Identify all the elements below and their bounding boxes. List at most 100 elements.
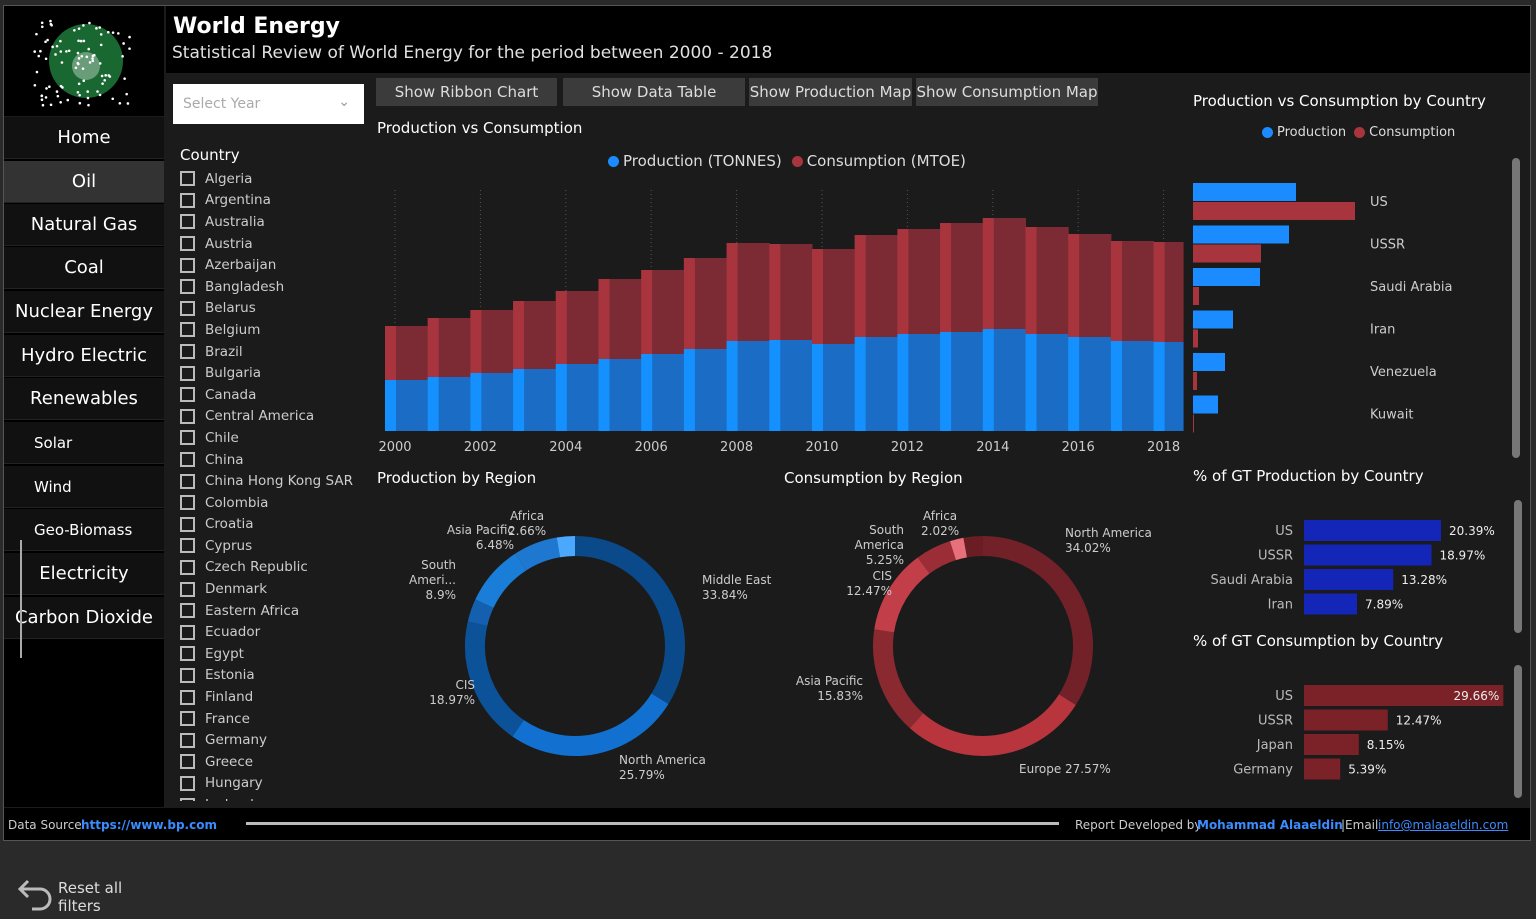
nav-item-carbon-dioxide[interactable]: Carbon Dioxide [4, 597, 164, 639]
consumption-bar-2014[interactable] [982, 218, 994, 329]
production-bar-2001[interactable] [427, 377, 439, 431]
nav-item-solar[interactable]: Solar [4, 422, 164, 464]
consumption-bar-Venezuela[interactable] [1193, 372, 1197, 390]
production-slice-north-america[interactable] [512, 693, 669, 756]
checkbox[interactable] [180, 344, 195, 360]
production-bar-2011[interactable] [854, 337, 866, 431]
consumption-slice-africa[interactable] [949, 537, 968, 561]
production-bar-2009[interactable] [769, 340, 781, 431]
production-bar-2003[interactable] [513, 369, 525, 431]
country-option[interactable]: Croatia [180, 514, 365, 536]
consumption-bar-2002[interactable] [470, 310, 482, 373]
consumption-bar-2001[interactable] [427, 318, 439, 377]
country-option[interactable]: Azerbaijan [180, 254, 365, 276]
checkbox[interactable] [180, 365, 195, 381]
country-option[interactable]: Hungary [180, 773, 365, 795]
bar-USSR[interactable] [1304, 544, 1432, 566]
country-option[interactable]: Chile [180, 427, 365, 449]
email-link[interactable]: info@malaaeldin.com [1378, 818, 1509, 832]
production-bar-2016[interactable] [1068, 337, 1080, 431]
consumption-bar-2012[interactable] [897, 229, 909, 334]
production-bar-2013[interactable] [940, 332, 952, 431]
consumption-bar-2000[interactable] [385, 326, 396, 380]
production-slice-asia-pacific[interactable] [515, 537, 561, 571]
reset-filters-button[interactable]: Reset all filters [14, 875, 164, 919]
country-list[interactable]: Algeria Argentina Australia Austria Azerbaij… [180, 168, 365, 801]
donut-slice[interactable] [963, 536, 984, 558]
consumption-bar-US[interactable] [1193, 202, 1355, 220]
checkbox[interactable] [180, 279, 195, 295]
production-bar-2007[interactable] [683, 349, 695, 431]
country-option[interactable]: China [180, 449, 365, 471]
production-slice-middle-east[interactable] [574, 536, 685, 704]
production-bar-USSR[interactable] [1193, 225, 1289, 244]
production-slice-cis[interactable] [465, 621, 525, 737]
country-option[interactable]: Austria [180, 233, 365, 255]
country-option[interactable]: Algeria [180, 168, 365, 190]
country-option[interactable]: Belgium [180, 319, 365, 341]
country-option[interactable]: Estonia [180, 665, 365, 687]
checkbox[interactable] [180, 754, 195, 770]
nav-item-hydro-electric[interactable]: Hydro Electric [4, 335, 164, 377]
bar-US[interactable] [1304, 685, 1504, 706]
nav-item-coal[interactable]: Coal [4, 247, 164, 289]
country-option[interactable]: Bangladesh [180, 276, 365, 298]
show-consumption-map-button[interactable]: Show Consumption Map [916, 78, 1098, 106]
show-data-table-button[interactable]: Show Data Table [563, 78, 745, 106]
country-option[interactable]: Colombia [180, 492, 365, 514]
bar-Iran[interactable] [1304, 593, 1358, 615]
country-option[interactable]: Germany [180, 729, 365, 751]
country-option[interactable]: China Hong Kong SAR [180, 470, 365, 492]
checkbox[interactable] [180, 516, 195, 532]
consumption-bar-Kuwait[interactable] [1193, 414, 1194, 433]
consumption-bar-USSR[interactable] [1193, 244, 1261, 263]
consumption-bar-2008[interactable] [726, 243, 738, 341]
nav-item-renewables[interactable]: Renewables [4, 378, 164, 420]
checkbox[interactable] [180, 732, 195, 748]
production-slice-africa[interactable] [556, 536, 576, 558]
country-option[interactable]: Central America [180, 406, 365, 428]
checkbox[interactable] [180, 603, 195, 619]
country-option[interactable]: Australia [180, 211, 365, 233]
scrollbar[interactable] [1512, 158, 1520, 458]
consumption-slice-europe[interactable] [909, 694, 1076, 756]
country-option[interactable]: Denmark [180, 578, 365, 600]
checkbox[interactable] [180, 300, 195, 316]
production-bar-2017[interactable] [1110, 341, 1122, 431]
production-bar-Kuwait[interactable] [1193, 395, 1218, 414]
country-option[interactable]: France [180, 708, 365, 730]
nav-item-oil[interactable]: Oil [4, 161, 164, 203]
country-option[interactable]: Cyprus [180, 535, 365, 557]
country-option[interactable]: Ecuador [180, 621, 365, 643]
checkbox[interactable] [180, 667, 195, 683]
checkbox[interactable] [180, 387, 195, 403]
scrollbar[interactable] [1514, 500, 1522, 633]
production-bar-2004[interactable] [555, 364, 567, 431]
country-option[interactable]: Finland [180, 686, 365, 708]
nav-item-geo-biomass[interactable]: Geo-Biomass [4, 509, 164, 551]
consumption-bar-2007[interactable] [683, 258, 695, 349]
nav-item-wind[interactable]: Wind [4, 466, 164, 508]
checkbox[interactable] [180, 473, 195, 489]
checkbox[interactable] [180, 624, 195, 640]
production-bar-2015[interactable] [1025, 334, 1037, 431]
nav-item-home[interactable]: Home [4, 117, 164, 159]
production-bar-2014[interactable] [982, 329, 994, 431]
consumption-slice-south-america[interactable] [917, 541, 957, 574]
checkbox[interactable] [180, 559, 195, 575]
country-option[interactable]: Canada [180, 384, 365, 406]
checkbox[interactable] [180, 322, 195, 338]
production-bar-2018[interactable] [1153, 342, 1165, 431]
checkbox[interactable] [180, 430, 195, 446]
production-bar-2010[interactable] [812, 344, 823, 431]
show-production-map-button[interactable]: Show Production Map [749, 78, 912, 106]
checkbox[interactable] [180, 257, 195, 273]
checkbox[interactable] [180, 408, 195, 424]
consumption-bar-2004[interactable] [555, 291, 567, 364]
bar-Germany[interactable] [1304, 758, 1341, 780]
consumption-bar-2013[interactable] [940, 223, 952, 332]
data-source-link[interactable]: https://www.bp.com [81, 818, 217, 832]
scrollbar[interactable] [1514, 665, 1522, 798]
consumption-bar-Saudi Arabia[interactable] [1193, 287, 1199, 305]
production-bar-2006[interactable] [641, 354, 653, 431]
